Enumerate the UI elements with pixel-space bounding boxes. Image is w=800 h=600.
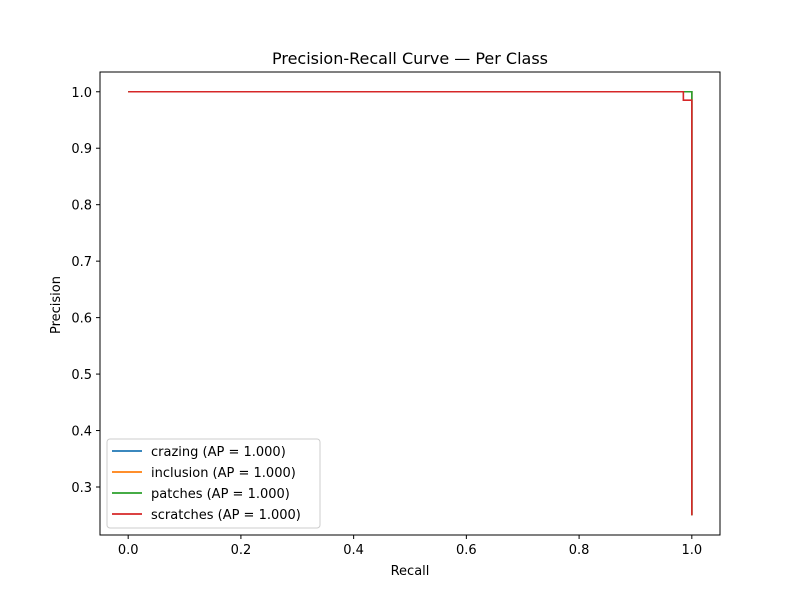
x-tick-label: 0.0	[118, 543, 139, 558]
legend-label-2: patches (AP = 1.000)	[151, 487, 290, 502]
x-axis-ticks: 0.0 0.2 0.4 0.6 0.8 1.0	[118, 535, 702, 558]
y-tick-label: 0.9	[71, 142, 92, 157]
x-tick-label: 1.0	[681, 543, 702, 558]
x-tick-label: 0.8	[569, 543, 590, 558]
legend: crazing (AP = 1.000) inclusion (AP = 1.00…	[106, 438, 321, 529]
plot-frame	[99, 71, 721, 536]
y-axis-ticks: 0.3 0.4 0.5 0.6 0.7 0.8 0.9 1.0	[71, 86, 100, 496]
x-tick-label: 0.2	[231, 543, 252, 558]
y-tick-label: 0.8	[71, 199, 92, 214]
legend-label-0: crazing (AP = 1.000)	[151, 445, 286, 460]
y-tick-label: 0.4	[71, 425, 92, 440]
series-line-3	[128, 90, 693, 516]
y-tick-label: 0.6	[71, 312, 92, 327]
y-tick-label: 0.5	[71, 368, 92, 383]
y-tick-label: 0.7	[71, 255, 92, 270]
y-axis-label: Precision	[49, 276, 64, 334]
x-tick-label: 0.4	[343, 543, 364, 558]
y-tick-label: 1.0	[71, 86, 92, 101]
y-tick-label: 0.3	[71, 481, 92, 496]
legend-label-1: inclusion (AP = 1.000)	[151, 466, 296, 481]
legend-box	[106, 438, 321, 529]
chart-title: Precision-Recall Curve — Per Class	[272, 49, 548, 68]
x-tick-label: 0.6	[456, 543, 477, 558]
legend-label-3: scratches (AP = 1.000)	[151, 508, 301, 523]
series-layer	[128, 90, 693, 516]
x-axis-label: Recall	[391, 564, 430, 579]
